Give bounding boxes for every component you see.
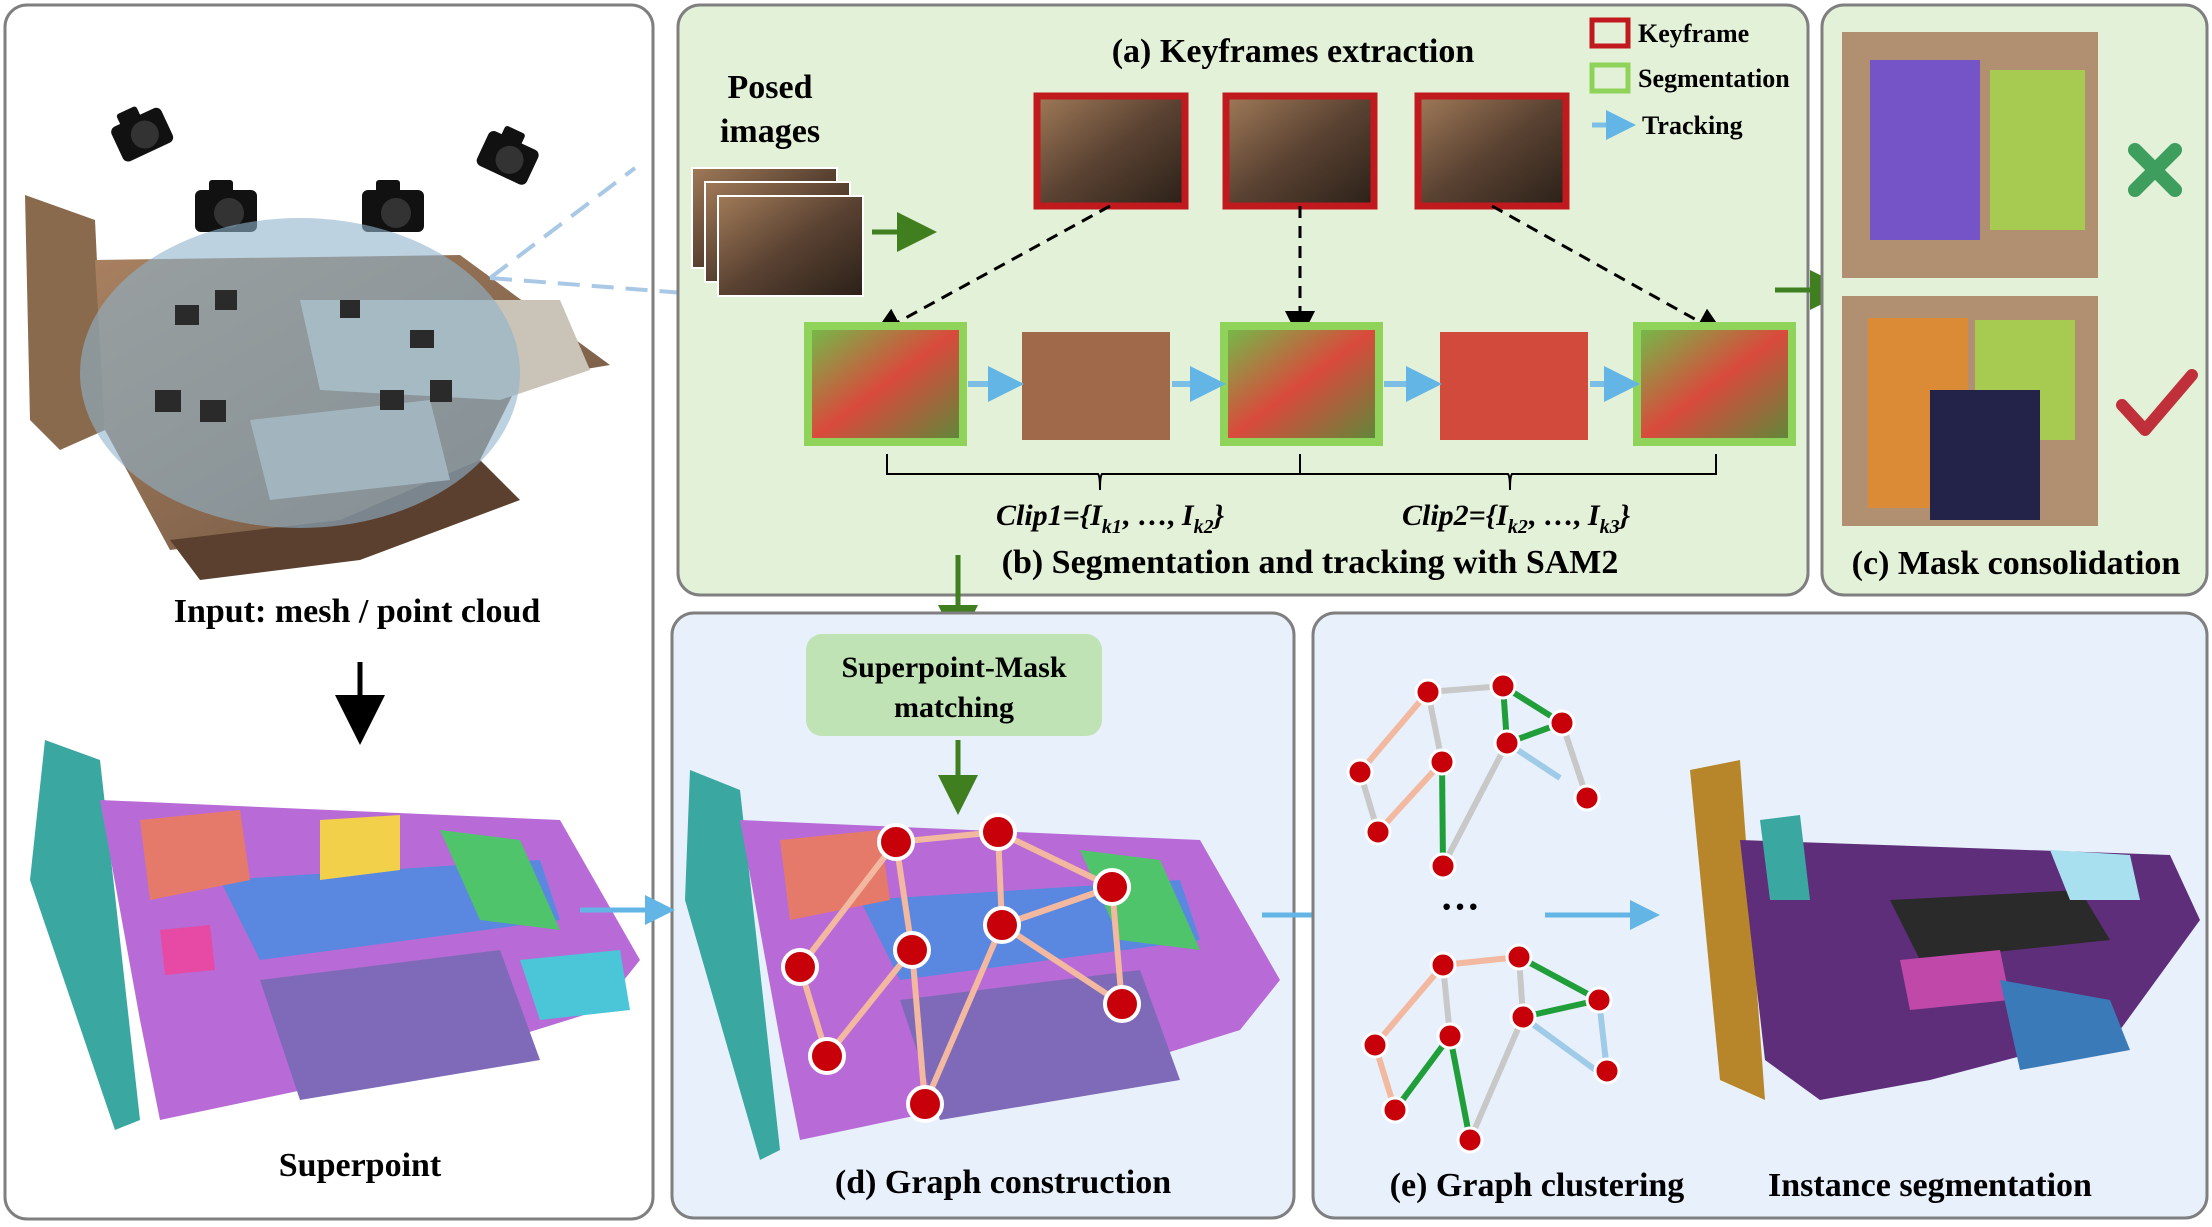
graph-clustering-title: (e) Graph clustering (1390, 1167, 1685, 1204)
consolidation-images (1842, 32, 2098, 526)
matching-box (806, 634, 1102, 736)
instance-segmentation-title: Instance segmentation (1768, 1167, 2092, 1204)
matching-label-line1: Superpoint-Mask (841, 651, 1066, 684)
graph-construction-mesh (685, 770, 1280, 1160)
check-icon (2116, 369, 2198, 436)
clip1-prefix: Clip1 (996, 499, 1063, 532)
legend-tracking-label: Tracking (1642, 111, 1743, 140)
frustum-line-top (488, 166, 637, 280)
frustum-line-bottom (489, 276, 711, 297)
cross-icon (2128, 143, 2182, 197)
clip1-k-start: k1 (1102, 516, 1122, 538)
graph-construction-nodes (781, 813, 1141, 1123)
clip2-ellipsis: … (1543, 499, 1573, 532)
graph-construction-title: (d) Graph construction (835, 1164, 1171, 1201)
camera-icons (111, 106, 539, 232)
clip2-brace (1299, 454, 1717, 491)
clip1-label: Clip1={Ik1, …, Ik2} (996, 499, 1225, 538)
posed-images-label-line1: Posed (728, 69, 813, 106)
clip2-k-start: k2 (1508, 516, 1528, 538)
superpoint-label: Superpoint (279, 1147, 442, 1184)
posed-images-label-line2: images (720, 113, 820, 150)
matching-label-line2: matching (894, 691, 1014, 724)
clip2-label: Clip2={Ik2, …, Ik3} (1402, 499, 1631, 538)
input-mesh (25, 195, 610, 580)
legend-segmentation-label: Segmentation (1638, 64, 1790, 93)
segmentation-tracking-title: (b) Segmentation and tracking with SAM2 (1002, 544, 1619, 581)
input-title: Input: mesh / point cloud (174, 593, 541, 630)
legend: Keyframe Segmentation Tracking (1589, 17, 1790, 140)
camera-frustum-ellipse (80, 218, 520, 528)
cluster-graph-bottom-nodes (1361, 943, 1621, 1154)
segmentation-row (804, 322, 1796, 446)
clip2-prefix: Clip2 (1402, 499, 1469, 532)
cluster-graph-top-nodes (1346, 672, 1601, 880)
cluster-ellipsis: ··· (1440, 884, 1480, 929)
instance-segmentation-mesh (1690, 760, 2200, 1100)
consolidation-title: (c) Mask consolidation (1852, 545, 2181, 582)
keyframes-title: (a) Keyframes extraction (1112, 33, 1475, 70)
posed-images-stack (691, 167, 864, 297)
dash-arrow-3 (1491, 204, 1726, 337)
clip1-ellipsis: … (1137, 499, 1167, 532)
keyframe-images (1033, 92, 1570, 210)
clip2-k-end: k3 (1600, 516, 1620, 538)
clip1-k-end: k2 (1194, 516, 1214, 538)
superpoint-mesh (30, 740, 640, 1130)
dash-arrow-1 (872, 204, 1111, 337)
clip1-brace (886, 454, 1301, 491)
cluster-graph-bottom (1372, 954, 1610, 1142)
legend-keyframe-label: Keyframe (1638, 19, 1749, 48)
